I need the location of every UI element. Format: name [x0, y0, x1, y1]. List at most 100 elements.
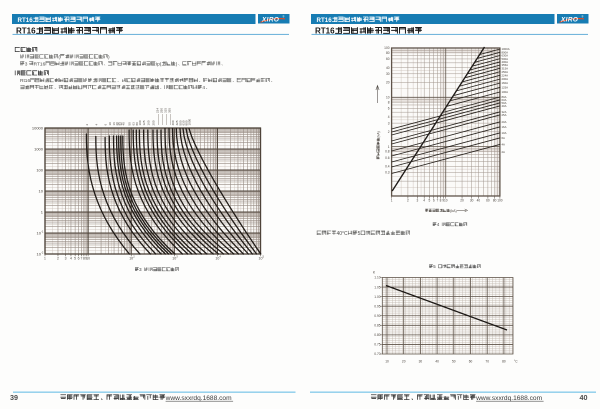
svg-text:125: 125: [142, 120, 146, 125]
svg-text:1000: 1000: [188, 118, 192, 125]
svg-text:2: 2: [407, 199, 409, 203]
svg-text:100A: 100A: [502, 90, 509, 94]
svg-text:224: 224: [156, 108, 160, 113]
svg-text:10: 10: [39, 188, 44, 193]
svg-text:3: 3: [25, 61, 28, 67]
svg-text:500: 500: [179, 120, 183, 125]
svg-text:10: 10: [259, 257, 263, 261]
svg-text:4: 4: [423, 199, 425, 203]
svg-text:4: 4: [437, 222, 440, 227]
svg-text:Rt16: Rt16: [20, 78, 30, 84]
svg-text:10: 10: [444, 199, 448, 203]
svg-text:100: 100: [138, 120, 142, 125]
svg-text:40: 40: [435, 360, 439, 364]
svg-text:160A: 160A: [502, 81, 509, 85]
svg-text:2: 2: [133, 255, 135, 259]
svg-text:(kA): (kA): [377, 131, 381, 138]
svg-text:-2: -2: [41, 251, 44, 255]
svg-text:1: 1: [391, 199, 393, 203]
svg-text:250: 250: [160, 108, 164, 113]
svg-text:40: 40: [121, 122, 125, 126]
svg-text:40: 40: [386, 66, 390, 70]
svg-text:-1: -1: [41, 230, 44, 234]
svg-text:50A: 50A: [502, 101, 507, 105]
svg-text:25: 25: [117, 122, 121, 126]
svg-text:Ip(: Ip(: [156, 61, 162, 67]
svg-text:125A: 125A: [502, 86, 509, 90]
svg-text:10A: 10A: [502, 131, 507, 135]
svg-text:0.85: 0.85: [374, 324, 380, 328]
svg-text:30: 30: [470, 199, 474, 203]
svg-text:®: ®: [582, 14, 584, 18]
svg-text:3: 3: [417, 199, 419, 203]
svg-text:1: 1: [41, 209, 44, 214]
svg-text:315: 315: [164, 108, 168, 113]
svg-text:39: 39: [10, 393, 18, 402]
svg-text:9: 9: [442, 199, 444, 203]
svg-text:20: 20: [386, 81, 390, 85]
svg-text:10000: 10000: [32, 125, 44, 130]
svg-text:°C: °C: [514, 360, 518, 364]
svg-text:60: 60: [486, 199, 490, 203]
svg-text:XIRO: XIRO: [560, 16, 578, 23]
svg-text:6A: 6A: [502, 136, 506, 140]
svg-text:10: 10: [37, 230, 42, 235]
svg-text:XIRO: XIRO: [261, 16, 279, 23]
svg-text:40: 40: [580, 393, 588, 402]
svg-text:32: 32: [119, 122, 123, 126]
svg-text:10: 10: [172, 257, 176, 261]
svg-text:10: 10: [385, 360, 389, 364]
svg-text:250A: 250A: [502, 70, 509, 74]
svg-text:0.8: 0.8: [385, 150, 390, 154]
svg-text:RT16: RT16: [317, 17, 333, 24]
svg-text:RT16: RT16: [315, 27, 335, 36]
svg-text:80: 80: [386, 51, 390, 55]
svg-text:40A: 40A: [502, 104, 507, 108]
svg-text:800: 800: [185, 120, 189, 125]
svg-text:®: ®: [283, 14, 285, 18]
svg-text:4: 4: [202, 85, 205, 91]
svg-text:500A: 500A: [502, 57, 509, 61]
svg-text:355A: 355A: [502, 63, 509, 67]
svg-text:4: 4: [219, 255, 221, 259]
svg-text:800A: 800A: [502, 50, 509, 54]
svg-text:80A: 80A: [502, 95, 507, 99]
svg-text:80: 80: [493, 199, 497, 203]
svg-text:40°C: 40°C: [337, 231, 349, 237]
svg-text:20A: 20A: [502, 120, 507, 124]
svg-text:200A: 200A: [502, 77, 509, 81]
svg-text:20: 20: [460, 199, 464, 203]
svg-text:4A: 4A: [502, 143, 506, 147]
svg-text:2A: 2A: [502, 150, 506, 154]
svg-text:400: 400: [171, 120, 175, 125]
svg-text:0.90: 0.90: [374, 314, 380, 318]
svg-text:0.3: 0.3: [385, 171, 390, 175]
svg-text:5: 5: [263, 255, 265, 259]
svg-text:10: 10: [37, 251, 42, 256]
svg-text:1000: 1000: [34, 146, 44, 151]
svg-text:30: 30: [386, 72, 390, 76]
svg-text:100: 100: [36, 167, 43, 172]
svg-text:25A: 25A: [502, 113, 507, 117]
svg-text:4: 4: [388, 115, 390, 119]
svg-text:6: 6: [433, 199, 435, 203]
svg-text:0.6: 0.6: [385, 156, 390, 160]
svg-text:www.sxxrdq.1688.com: www.sxxrdq.1688.com: [165, 395, 232, 402]
svg-text:224A: 224A: [502, 73, 509, 77]
svg-text:10: 10: [215, 257, 219, 261]
svg-text:6: 6: [388, 106, 390, 110]
svg-text:1.00: 1.00: [374, 295, 380, 299]
svg-text:K: K: [373, 271, 376, 275]
svg-text:20: 20: [402, 360, 406, 364]
svg-text:10: 10: [129, 257, 133, 261]
svg-text:60: 60: [469, 360, 473, 364]
svg-text:5: 5: [433, 264, 436, 269]
svg-text:32A: 32A: [502, 110, 507, 114]
svg-text:10: 10: [386, 96, 390, 100]
svg-text:1.05: 1.05: [374, 285, 380, 289]
svg-text:200: 200: [152, 120, 156, 125]
svg-text:0.75: 0.75: [374, 343, 380, 347]
svg-text:80: 80: [135, 122, 139, 126]
svg-text:7: 7: [436, 199, 438, 203]
